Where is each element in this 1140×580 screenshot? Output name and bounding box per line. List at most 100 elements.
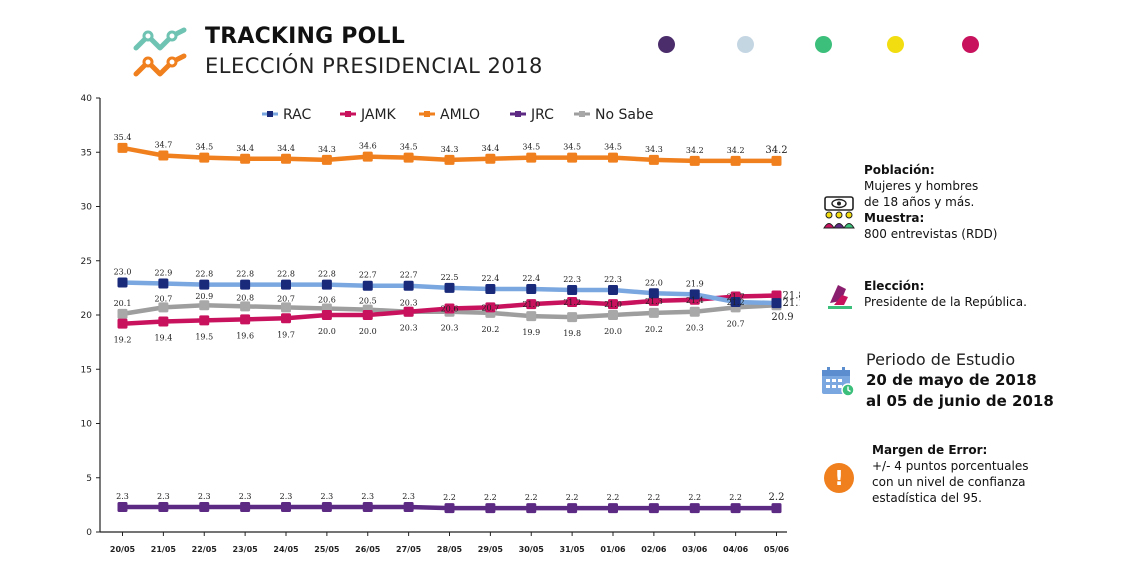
data-label-amlo: 34.2 — [727, 146, 745, 155]
legend-marker — [579, 111, 585, 117]
data-label-rac: 22.8 — [277, 270, 295, 279]
point-jrc — [648, 503, 659, 514]
point-rac — [444, 282, 455, 293]
data-label-jamk: 21.3 — [645, 297, 663, 306]
point-amlo — [281, 153, 291, 164]
point-jrc — [444, 503, 455, 514]
point-jamk — [403, 306, 414, 317]
party-dot — [658, 36, 675, 53]
data-label-no-sabe: 19.9 — [522, 328, 540, 337]
data-label-rac: 22.8 — [195, 270, 213, 279]
point-amlo — [648, 154, 659, 165]
eleccion-value: Presidente de la República. — [864, 295, 1027, 309]
data-label-no-sabe: 20.3 — [441, 324, 459, 333]
data-label-amlo: 34.4 — [481, 144, 499, 153]
poblacion-line2: de 18 años y más. — [864, 195, 975, 209]
point-jrc — [281, 502, 291, 513]
margen-line1: +/- 4 puntos porcentuales — [872, 459, 1029, 473]
y-tick-label: 5 — [86, 474, 92, 484]
x-tick-label: 04/06 — [723, 545, 749, 554]
data-label-jrc: 2.2 — [648, 493, 661, 502]
party-color-dots — [650, 36, 990, 56]
x-tick-label: 23/05 — [233, 545, 259, 554]
data-label-rac: 22.4 — [481, 274, 499, 283]
point-jrc — [567, 503, 578, 514]
data-label-no-sabe: 20.7 — [277, 294, 295, 303]
data-label-jrc: 2.3 — [361, 492, 374, 501]
x-tick-label: 22/05 — [192, 545, 218, 554]
legend-label: AMLO — [440, 107, 480, 123]
point-jrc — [117, 502, 128, 513]
point-jamk — [240, 314, 251, 325]
ballot-icon — [828, 285, 852, 309]
point-jamk — [526, 299, 537, 310]
data-label-jamk: 20.7 — [481, 303, 499, 312]
point-amlo — [485, 153, 496, 164]
point-jamk — [648, 295, 659, 306]
point-amlo — [608, 152, 618, 163]
data-label-rac: 22.3 — [604, 275, 622, 284]
poblacion-line1: Mujeres y hombres — [864, 179, 979, 193]
info-eleccion: Elección: Presidente de la República. — [864, 278, 1064, 310]
point-amlo — [117, 142, 128, 153]
tracking-line-chart: 0 5 10 15 20 25 30 35 40 20/05 21/05 22/05 23/05 24/0… — [81, 94, 801, 554]
x-tick-label: 25/05 — [314, 545, 340, 554]
y-tick-label: 0 — [86, 528, 92, 538]
point-rac — [240, 279, 251, 290]
data-label-jamk: 20.6 — [441, 304, 459, 313]
legend-label: RAC — [283, 107, 311, 123]
data-label-rac: 22.5 — [441, 273, 459, 282]
x-tick-label: 28/05 — [437, 545, 463, 554]
point-amlo — [526, 152, 537, 163]
data-label-no-sabe: 20.1 — [114, 299, 132, 308]
point-amlo — [240, 153, 251, 164]
legend-marker — [424, 111, 430, 117]
x-tick-label: 27/05 — [396, 545, 422, 554]
point-rac — [199, 279, 210, 290]
point-rac — [158, 278, 169, 289]
point-jrc — [321, 502, 332, 513]
data-label-jrc: 2.3 — [321, 492, 334, 501]
point-jrc — [199, 502, 210, 513]
point-amlo — [730, 155, 741, 166]
data-label-jrc: 2.2 — [607, 493, 620, 502]
point-jamk — [771, 290, 782, 301]
data-label-rac: 22.3 — [563, 275, 581, 284]
muestra-value: 800 entrevistas (RDD) — [864, 227, 998, 241]
data-label-amlo: 35.4 — [114, 133, 132, 142]
data-label-rac: 21.9 — [686, 279, 704, 288]
data-label-amlo: 34.2 — [686, 146, 704, 155]
margen-label: Margen de Error: — [872, 443, 988, 457]
point-rac — [321, 279, 332, 290]
data-label-no-sabe: 20.6 — [318, 295, 336, 304]
data-label-rac: 22.7 — [400, 271, 418, 280]
x-tick-label: 24/05 — [273, 545, 299, 554]
data-label-amlo: 34.3 — [441, 145, 459, 154]
periodo-from: 20 de mayo de 2018 — [866, 371, 1037, 389]
legend-marker — [267, 111, 273, 117]
periodo-to: al 05 de junio de 2018 — [866, 392, 1054, 410]
point-rac — [526, 283, 537, 294]
data-label-jamk: 21.8 — [783, 290, 801, 301]
legend-marker — [345, 111, 351, 117]
data-label-rac: 22.9 — [154, 269, 172, 278]
warning-icon: ! — [824, 463, 854, 493]
y-tick-label: 40 — [81, 94, 93, 104]
data-label-jrc: 2.3 — [157, 492, 170, 501]
legend-label: JAMK — [360, 107, 397, 123]
party-dot — [962, 36, 979, 53]
point-no-sabe — [240, 301, 251, 312]
data-label-rac: 22.8 — [318, 270, 336, 279]
point-amlo — [567, 152, 578, 163]
data-label-rac: 22.8 — [236, 270, 254, 279]
data-label-rac: 22.4 — [522, 274, 540, 283]
point-jrc — [526, 503, 537, 514]
muestra-label: Muestra: — [864, 211, 925, 225]
data-label-amlo: 34.6 — [359, 142, 377, 151]
point-amlo — [689, 155, 700, 166]
data-label-amlo: 34.7 — [154, 141, 172, 150]
warning-mark: ! — [834, 466, 843, 490]
point-jrc — [158, 502, 169, 513]
data-label-jamk: 21.0 — [604, 300, 622, 309]
